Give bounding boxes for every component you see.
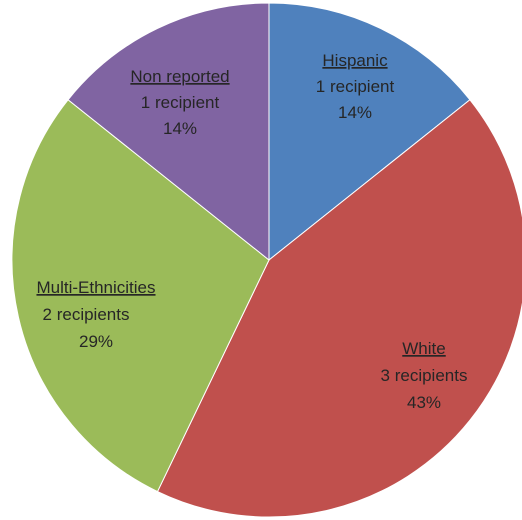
slice-label-count: 1 recipient <box>316 77 395 96</box>
pie-slices <box>12 3 522 517</box>
slice-label-percent: 14% <box>338 103 372 122</box>
slice-label-count: 1 recipient <box>141 93 220 112</box>
slice-label-percent: 14% <box>163 119 197 138</box>
slice-label-name: Multi-Ethnicities <box>36 278 155 297</box>
slice-label-name: Hispanic <box>322 51 388 70</box>
slice-label-percent: 43% <box>407 393 441 412</box>
slice-label-count: 2 recipients <box>43 305 130 324</box>
slice-label-percent: 29% <box>79 332 113 351</box>
slice-label-name: White <box>402 339 445 358</box>
slice-label-count: 3 recipients <box>381 366 468 385</box>
slice-label-name: Non reported <box>130 67 229 86</box>
